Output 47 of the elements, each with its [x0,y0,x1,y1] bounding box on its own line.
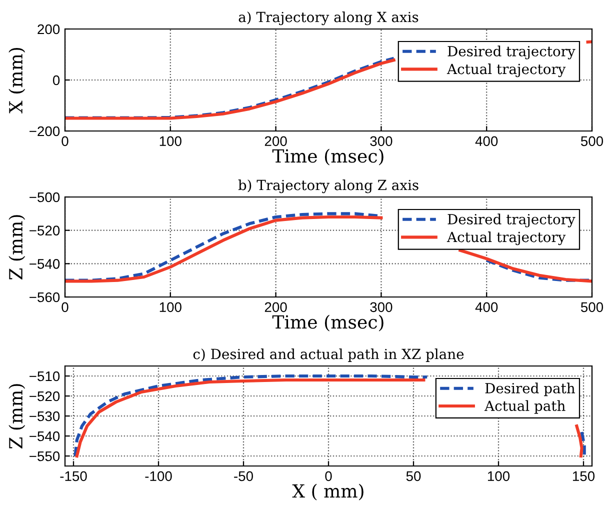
y-tick-label: −550 [30,451,60,462]
y-tick-label: −510 [30,371,60,382]
x-tick-label: 0 [62,302,68,312]
legend-label: Desired path [485,382,575,396]
chart-title: a) Trajectory along X axis [238,12,418,26]
y-tick-label: −540 [30,259,60,269]
chart-title: c) Desired and actual path in XZ plane [193,348,464,362]
x-tick-label: 500 [580,136,604,146]
x-tick-label: 200 [264,136,287,146]
x-tick-label: -100 [145,471,172,482]
x-tick-label: 400 [475,136,498,146]
legend-label: Desired trajectory [448,46,576,60]
y-tick-label: −560 [30,292,60,302]
legend-label: Actual trajectory [446,231,566,246]
y-tick-label: −500 [30,192,60,202]
x-tick-label: 0 [62,136,68,146]
x-tick-label: 300 [370,302,392,312]
y-tick-label: 200 [38,24,60,34]
x-tick-label: -150 [60,471,87,482]
y-tick-label: −520 [30,391,60,402]
x-tick-label: 0 [325,471,332,482]
legend-label: Actual trajectory [446,63,566,78]
x-tick-label: 400 [475,302,498,312]
y-axis-title: Z (mm) [8,384,26,448]
y-tick-label: −530 [30,411,60,422]
y-axis-title: Z (mm) [8,215,26,280]
x-tick-label: -50 [234,471,253,482]
x-tick-label: 200 [264,302,287,312]
y-tick-label: 0 [52,75,60,86]
y-tick-label: −520 [30,226,60,236]
legend-label: Desired trajectory [448,214,576,228]
legend-label: Actual path [484,400,566,414]
x-tick-label: 100 [160,302,182,312]
y-tick-label: −200 [30,126,60,136]
x-axis-title: Time (msec) [272,148,384,166]
chart-title: b) Trajectory along Z axis [238,180,418,194]
x-tick-label: 50 [406,471,421,482]
x-tick-label: 150 [572,471,595,482]
x-axis-title: Time (msec) [272,314,384,332]
x-tick-label: 300 [370,136,392,146]
x-tick-label: 100 [160,136,182,146]
x-axis-title: X ( mm) [292,484,364,500]
y-axis-title: X (mm) [8,48,26,114]
y-tick-label: −540 [30,431,60,442]
x-tick-label: 100 [488,471,510,482]
x-tick-label: 500 [580,302,604,312]
line-series [65,56,396,120]
